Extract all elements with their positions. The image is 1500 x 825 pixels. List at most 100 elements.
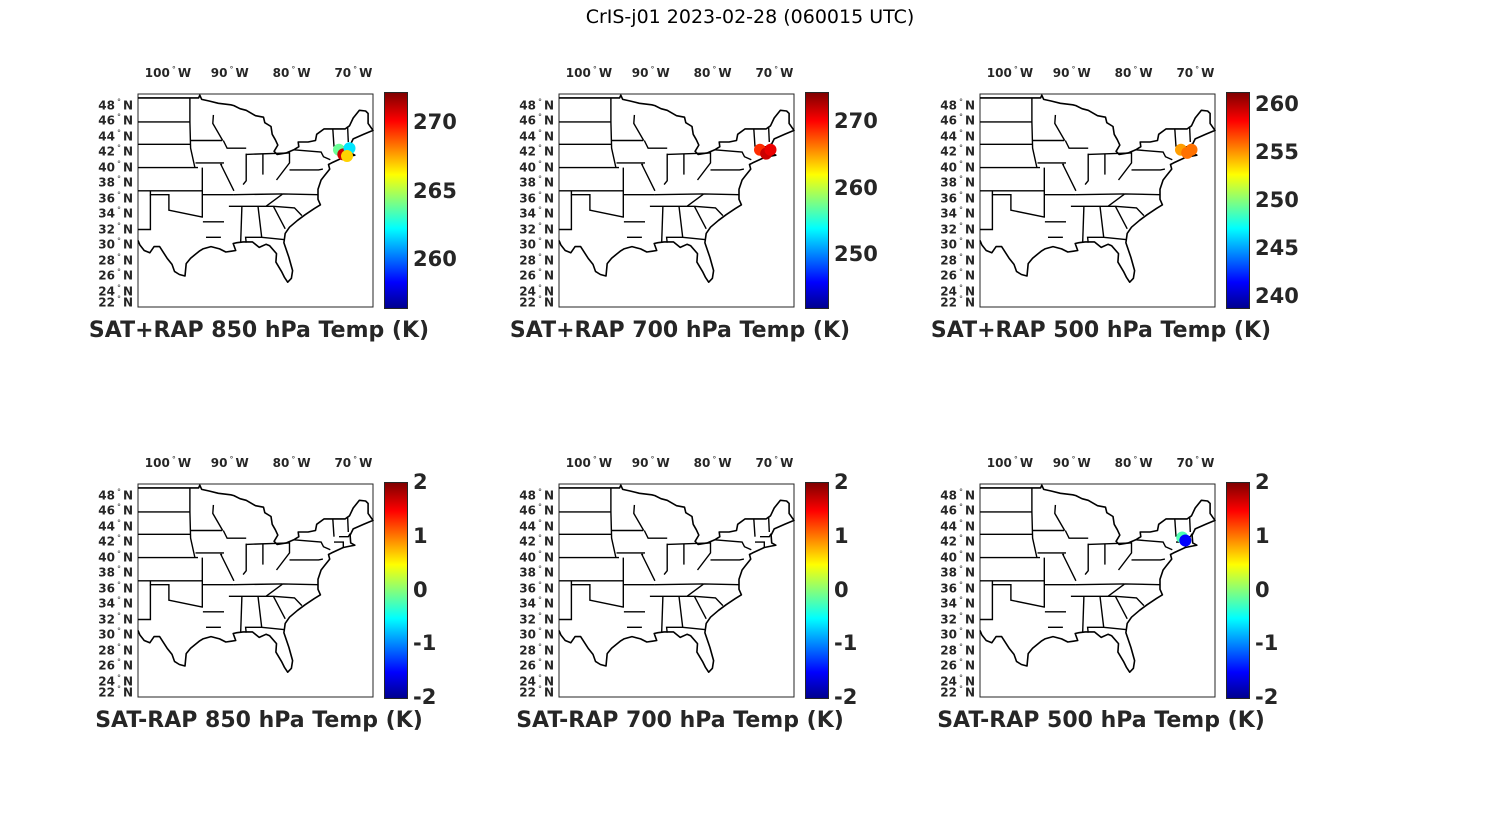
degree-symbol: °	[1133, 65, 1138, 74]
state-border	[1108, 205, 1145, 217]
lon-tick-label: 90 ° W	[1053, 455, 1091, 470]
state-border	[696, 542, 712, 571]
lat-tick-label: 46 ° N	[79, 503, 133, 518]
degree-symbol: °	[1013, 65, 1018, 74]
lat-hemisphere: N	[964, 268, 975, 283]
lat-tick-value: 36	[940, 581, 957, 596]
state-border	[640, 553, 656, 582]
map-panel-4: 100 ° W 90 ° W 80 ° W 70 ° W 48 ° N 46 ° N 44 ° N 42 ° N 40 ° N 38 °…	[79, 455, 459, 755]
colorbar-tick-label: 260	[834, 175, 878, 200]
lat-hemisphere: N	[122, 674, 133, 688]
lat-tick-value: 38	[98, 175, 115, 190]
lat-tick-label: 22 ° N	[500, 685, 554, 700]
lat-tick-value: 34	[940, 596, 957, 611]
lon-tick-label: 80 ° W	[1115, 65, 1153, 80]
degree-symbol: °	[291, 65, 296, 74]
lon-tick-label: 80 ° W	[273, 455, 311, 470]
state-border	[643, 140, 668, 149]
state-border	[1114, 595, 1128, 620]
state-border	[219, 553, 235, 582]
lat-tick-value: 34	[98, 596, 115, 611]
lon-tick-value: 80	[272, 456, 290, 470]
degree-symbol: °	[171, 65, 176, 74]
lat-tick-label: 24 ° N	[921, 283, 975, 298]
lat-tick-label: 40 ° N	[921, 159, 975, 174]
state-border	[663, 543, 668, 576]
lat-hemisphere: N	[122, 534, 133, 549]
lon-tick-value: 90	[1052, 66, 1070, 80]
lat-tick-value: 46	[519, 113, 536, 128]
lat-tick-label: 22 ° N	[79, 295, 133, 310]
lat-hemisphere: N	[122, 488, 133, 503]
colorbar-tick-label: 250	[834, 242, 878, 267]
state-border	[559, 194, 573, 231]
state-border	[1084, 153, 1089, 186]
lon-tick-label: 100 ° W	[145, 455, 191, 470]
lon-tick-value: 70	[334, 66, 352, 80]
colorbar	[805, 482, 829, 699]
lat-tick-value: 48	[519, 488, 536, 503]
us-map	[979, 483, 1216, 698]
degree-symbol: °	[229, 65, 234, 74]
state-border	[1054, 114, 1066, 141]
lon-hemisphere: W	[177, 456, 192, 470]
degree-symbol: °	[229, 455, 234, 464]
state-border	[760, 533, 772, 538]
lon-hemisphere: W	[297, 66, 311, 80]
lon-tick-label: 70 ° W	[334, 65, 372, 80]
degree-symbol: °	[537, 487, 542, 497]
lat-hemisphere: N	[543, 674, 554, 688]
state-border	[663, 153, 668, 186]
lat-tick-value: 38	[940, 175, 957, 190]
lat-tick-value: 28	[519, 253, 536, 268]
lat-tick-label: 46 ° N	[921, 503, 975, 518]
degree-symbol: °	[958, 549, 963, 559]
us-map	[137, 93, 374, 308]
lat-hemisphere: N	[122, 581, 133, 596]
lat-hemisphere: N	[122, 253, 133, 268]
lat-hemisphere: N	[543, 191, 554, 206]
lat-tick-value: 48	[519, 98, 536, 113]
country-outline	[558, 484, 795, 673]
lat-tick-label: 28 ° N	[79, 252, 133, 267]
state-border	[332, 128, 335, 147]
lat-tick-label: 26 ° N	[79, 658, 133, 673]
lat-tick-value: 36	[519, 581, 536, 596]
lat-tick-label: 22 ° N	[500, 295, 554, 310]
state-border	[1061, 163, 1077, 192]
state-border	[138, 194, 152, 231]
lat-hemisphere: N	[543, 222, 554, 237]
lat-tick-label: 32 ° N	[921, 611, 975, 626]
state-border	[1114, 205, 1128, 230]
degree-symbol: °	[958, 564, 963, 574]
state-border	[1054, 504, 1066, 531]
state-border	[570, 580, 625, 608]
lat-tick-value: 44	[519, 519, 536, 534]
state-border	[559, 584, 573, 621]
degree-symbol: °	[537, 533, 542, 543]
lat-tick-value: 24	[940, 284, 957, 298]
state-border	[275, 542, 291, 571]
lat-hemisphere: N	[964, 674, 975, 688]
state-border	[1061, 553, 1077, 582]
lat-hemisphere: N	[122, 685, 133, 700]
degree-symbol: °	[537, 564, 542, 574]
colorbar-tick-label: 0	[1255, 577, 1270, 602]
lat-hemisphere: N	[543, 295, 554, 310]
lon-tick-label: 100 ° W	[566, 65, 612, 80]
lat-tick-value: 22	[940, 295, 957, 310]
lat-tick-label: 48 ° N	[921, 97, 975, 112]
lon-hemisphere: W	[1077, 66, 1091, 80]
colorbar-tick-label: 2	[834, 470, 849, 494]
lon-tick-label: 70 ° W	[1176, 65, 1214, 80]
state-border	[991, 580, 1046, 608]
lon-tick-value: 70	[1176, 456, 1194, 470]
lat-tick-value: 28	[519, 643, 536, 658]
lon-tick-label: 80 ° W	[1115, 455, 1153, 470]
state-border	[1031, 487, 1038, 558]
figure-title: CrIS-j01 2023-02-28 (060015 UTC)	[585, 6, 915, 28]
state-border	[610, 97, 617, 168]
colorbar-tick-label: 240	[1255, 283, 1299, 308]
country-outline	[979, 484, 1216, 673]
lat-tick-label: 32 ° N	[500, 611, 554, 626]
